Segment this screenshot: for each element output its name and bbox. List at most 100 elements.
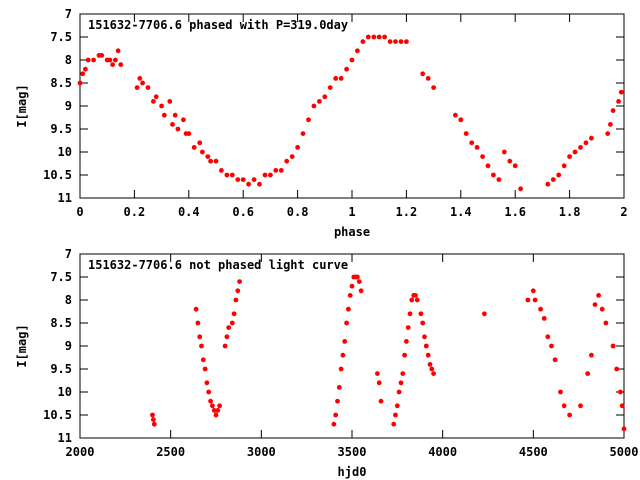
unphased-data-point xyxy=(195,320,201,326)
phased-y-tick-label: 8.5 xyxy=(50,76,72,90)
unphased-data-point xyxy=(596,293,601,298)
phased-data-point xyxy=(110,62,115,67)
phased-y-ticks: 7 7.5 8 8.5 9 9.5 10 10.5 11 xyxy=(43,7,624,205)
unphased-y-axis-label: I[mag] xyxy=(15,324,29,367)
phased-data-point xyxy=(371,34,377,40)
unphased-x-tick-label: 4000 xyxy=(428,445,457,459)
unphased-data-point xyxy=(331,421,337,427)
phased-data-point xyxy=(491,172,496,178)
phased-x-tick-label: 1.8 xyxy=(559,205,581,219)
unphased-data-point xyxy=(567,412,572,418)
phased-data-point xyxy=(425,76,431,81)
unphased-data-point xyxy=(610,343,616,349)
phased-x-tick-label: 1.2 xyxy=(396,205,418,219)
unphased-y-tick-label: 7 xyxy=(65,247,72,261)
unphased-data-point xyxy=(224,334,230,340)
unphased-y-tick-label: 8.5 xyxy=(50,316,72,330)
phased-y-tick-label: 7 xyxy=(65,7,72,21)
phased-data-point xyxy=(262,172,268,178)
unphased-y-tick-label: 11 xyxy=(58,431,72,445)
unphased-data-point xyxy=(618,389,623,395)
phased-data-point xyxy=(273,168,279,173)
phased-data-point xyxy=(474,145,480,150)
unphased-plot-title: 151632-7706.6 not phased light curve xyxy=(88,258,348,272)
phased-data-point xyxy=(616,99,621,104)
unphased-data-point xyxy=(347,293,353,298)
phased-data-point xyxy=(398,39,404,44)
phased-data-point xyxy=(431,85,436,90)
phased-data-point xyxy=(556,172,562,178)
unphased-data-point xyxy=(423,343,429,349)
unphased-data-point xyxy=(336,385,342,390)
phased-data-point xyxy=(561,163,567,169)
phased-data-point xyxy=(608,122,613,127)
phased-data-point xyxy=(278,168,284,173)
unphased-data-point xyxy=(391,421,397,427)
unphased-x-tick-label: 3000 xyxy=(247,445,276,459)
unphased-y-tick-label: 7.5 xyxy=(50,270,72,284)
phased-data-point xyxy=(382,34,387,40)
phased-x-tick-label: 0.4 xyxy=(178,205,200,219)
phased-data-point xyxy=(107,57,113,63)
phased-data-point xyxy=(512,163,518,169)
unphased-data-point xyxy=(376,380,382,386)
unphased-data-point xyxy=(541,316,547,321)
unphased-data-points xyxy=(150,274,627,432)
unphased-data-point xyxy=(349,283,355,289)
phased-data-point xyxy=(208,158,214,164)
phased-x-axis-label: phase xyxy=(334,225,370,239)
phased-data-point xyxy=(355,48,360,54)
unphased-data-point xyxy=(210,403,215,409)
phased-data-points xyxy=(77,34,624,192)
unphased-data-point xyxy=(589,352,594,358)
unphased-data-point xyxy=(619,403,625,409)
unphased-data-point xyxy=(211,408,217,413)
phased-data-point xyxy=(167,99,173,104)
unphased-data-point xyxy=(427,362,433,367)
unphased-x-tick-label: 2000 xyxy=(66,445,95,459)
phased-data-point xyxy=(213,158,219,164)
phased-x-tick-label: 0.2 xyxy=(124,205,146,219)
phased-data-point xyxy=(327,85,333,90)
phased-data-point xyxy=(197,140,203,146)
phased-data-point xyxy=(453,112,458,118)
phased-data-point xyxy=(618,89,624,95)
phased-data-point xyxy=(583,140,589,146)
unphased-data-point xyxy=(344,320,349,326)
phased-y-tick-label: 8 xyxy=(65,53,72,67)
unphased-data-point xyxy=(418,311,424,317)
phased-data-point xyxy=(85,57,91,63)
unphased-x-tick-label: 4500 xyxy=(519,445,548,459)
phased-data-point xyxy=(507,158,513,164)
unphased-data-point xyxy=(558,389,563,395)
phased-data-point xyxy=(229,172,235,178)
unphased-data-point xyxy=(405,325,411,330)
unphased-y-ticks: 7 7.5 8 8.5 9 9.5 10 10.5 11 xyxy=(43,247,624,445)
unphased-data-point xyxy=(199,343,204,349)
unphased-plot-frame xyxy=(79,253,625,439)
unphased-data-point xyxy=(614,366,620,372)
unphased-y-tick-label: 10.5 xyxy=(43,408,72,422)
unphased-data-point xyxy=(197,334,203,340)
phased-x-tick-label: 1 xyxy=(348,205,355,219)
unphased-data-point xyxy=(532,297,538,303)
phased-data-point xyxy=(480,154,485,160)
phased-data-point xyxy=(181,117,186,123)
phased-data-point xyxy=(338,76,344,81)
unphased-data-point xyxy=(342,339,348,344)
unphased-data-point xyxy=(422,334,427,340)
phased-y-tick-label: 7.5 xyxy=(50,30,72,44)
phased-data-point xyxy=(153,94,159,100)
unphased-data-point xyxy=(420,320,426,326)
unphased-data-point xyxy=(226,325,232,330)
phased-x-tick-label: 0 xyxy=(76,205,83,219)
unphased-data-point xyxy=(545,334,551,340)
phased-light-curve-panel: 7 7.5 8 8.5 9 9.5 10 10.5 11 0 0.2 0.4 0.6 0.8 1 1.2 1.… xyxy=(15,7,628,239)
phased-y-axis-label: I[mag] xyxy=(15,84,29,127)
unphased-data-point xyxy=(425,352,431,358)
unphased-data-point xyxy=(356,279,362,284)
unphased-data-point xyxy=(431,371,436,376)
phased-data-point xyxy=(191,145,197,150)
phased-data-point xyxy=(344,66,349,72)
unphased-data-point xyxy=(208,398,214,404)
